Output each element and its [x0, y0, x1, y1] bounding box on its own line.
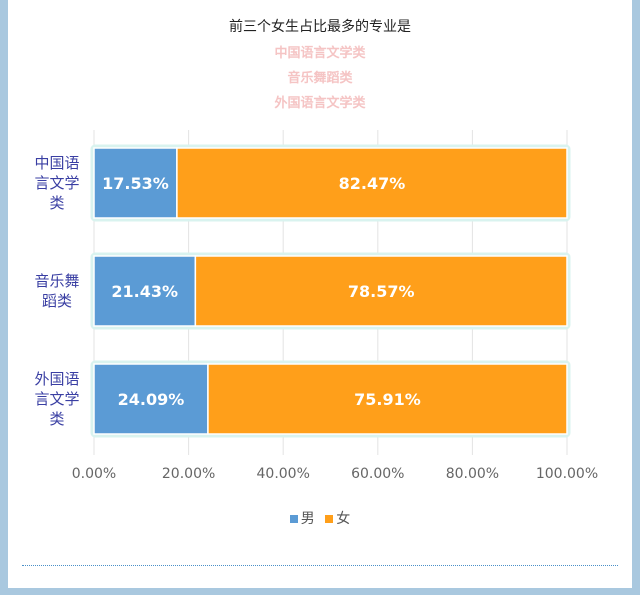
- y-category-label: 外国语 言文学类: [34, 370, 80, 428]
- y-category-label: 音乐舞 蹈类: [34, 272, 80, 310]
- legend-label-female: 女: [336, 511, 351, 527]
- bar-segment: [194, 255, 568, 327]
- highlight-3: 外国语言文学类: [274, 96, 366, 111]
- x-tick-label: 20.00%: [162, 466, 215, 482]
- y-category-label: 中国语 言文学类: [34, 154, 80, 212]
- x-tick-label: 60.00%: [351, 466, 404, 482]
- data-label: 21.43%: [111, 282, 178, 301]
- legend-label-male: 男: [300, 511, 315, 527]
- legend-item-female[interactable]: 女: [325, 511, 350, 527]
- bar-segment: [93, 363, 209, 435]
- chart-title: 前三个女生占比最多的专业是: [229, 19, 411, 35]
- data-label: 82.47%: [339, 174, 406, 193]
- dotted-divider: [22, 565, 618, 566]
- x-tick-label: 100.00%: [536, 466, 598, 482]
- highlight-2: 音乐舞蹈类: [287, 71, 353, 86]
- bar-segment: [207, 363, 568, 435]
- x-tick-label: 40.00%: [257, 466, 310, 482]
- bar-glow: [90, 144, 571, 222]
- legend-swatch-female: [325, 515, 334, 523]
- bar-glow: [90, 360, 571, 438]
- legend-swatch-male: [289, 515, 298, 523]
- data-label: 75.91%: [354, 390, 421, 409]
- data-label: 24.09%: [118, 390, 185, 409]
- bar-glow: [90, 252, 571, 330]
- bar-segment: [93, 147, 178, 219]
- x-tick-label: 80.00%: [446, 466, 499, 482]
- data-label: 17.53%: [102, 174, 169, 193]
- x-tick-label: 0.00%: [72, 466, 116, 482]
- bar-segment: [176, 147, 568, 219]
- data-label: 78.57%: [348, 282, 415, 301]
- legend: 男 女: [0, 508, 640, 528]
- legend-item-male[interactable]: 男: [289, 511, 319, 527]
- highlight-1: 中国语言文学类: [274, 46, 366, 61]
